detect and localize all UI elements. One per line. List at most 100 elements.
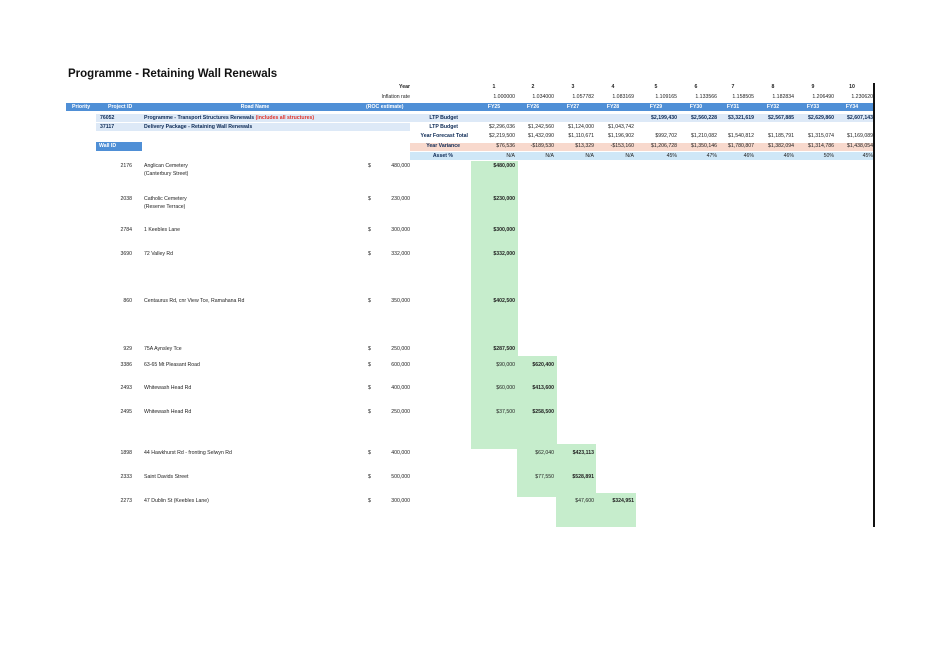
schedule-block-fy28 [596, 493, 636, 527]
fy-header: FY32 [766, 104, 780, 110]
fy-header: FY34 [845, 104, 859, 110]
currency-symbol: $ [368, 362, 371, 368]
wall-id: 2038 [120, 196, 132, 202]
variance-band [410, 143, 874, 151]
year-number: 10 [849, 84, 855, 90]
roc-estimate: 250,000 [391, 409, 410, 415]
schedule-block-fy25 [471, 161, 518, 449]
programme-ltp-value: $2,629,860 [808, 115, 834, 121]
roc-estimate: 230,000 [391, 196, 410, 202]
header-project-id: Project ID [108, 104, 133, 110]
currency-symbol: $ [368, 251, 371, 257]
road-name: 47 Dublin St (Keebles Lane) [144, 498, 209, 504]
road-name: Anglican Cemetery [144, 163, 188, 169]
fy-header: FY33 [806, 104, 820, 110]
year-number: 2 [531, 84, 535, 90]
wall-id: 2273 [120, 498, 132, 504]
forecast-value: $992,702 [655, 133, 677, 139]
package-ltp-value: $1,043,742 [608, 124, 634, 130]
currency-symbol: $ [368, 196, 371, 202]
forecast-label: Year Forecast Total [420, 133, 468, 139]
schedule-block-fy26 [517, 356, 557, 497]
forecast-value: $1,432,090 [528, 133, 554, 139]
schedule-value: $300,000 [493, 227, 515, 233]
roc-estimate: 250,000 [391, 346, 410, 352]
asset-value: 50% [823, 153, 834, 159]
variance-value: $1,438,054 [847, 143, 873, 149]
schedule-value: $324,951 [612, 498, 634, 504]
schedule-value: $258,500 [532, 409, 554, 415]
header-estimate: (ROC estimate) [366, 104, 404, 110]
inflation-value: 1.109165 [655, 94, 677, 100]
road-name-line2: (Canterbury Street) [144, 171, 189, 177]
forecast-value: $1,210,082 [691, 133, 717, 139]
fy-header: FY27 [566, 104, 580, 110]
inflation-value: 1.182834 [772, 94, 794, 100]
wall-id: 2333 [120, 474, 132, 480]
road-name: 44 Hawkhurst Rd - fronting Selwyn Rd [144, 450, 232, 456]
asset-value: N/A [506, 153, 515, 159]
wall-id: 2176 [120, 163, 132, 169]
road-name: Saint Davids Street [144, 474, 189, 480]
currency-symbol: $ [368, 450, 371, 456]
road-name: Whitewash Head Rd [144, 385, 192, 391]
forecast-value: $1,315,074 [808, 133, 834, 139]
variance-value: -$153,160 [610, 143, 634, 149]
schedule-value: $402,500 [493, 298, 515, 304]
forecast-value: $1,196,902 [608, 133, 634, 139]
schedule-value: $287,500 [493, 346, 515, 352]
wall-id: 2784 [120, 227, 132, 233]
wall-id: 3690 [120, 251, 132, 257]
schedule-value: $47,600 [575, 498, 594, 504]
programme-ltp-value: $2,567,885 [768, 115, 794, 121]
variance-label: Year Variance [426, 143, 460, 149]
inflation-value: 1.000000 [493, 94, 515, 100]
asset-value: 45% [862, 153, 873, 159]
fy-header: FY30 [689, 104, 703, 110]
inflation-label: Inflation rate [381, 94, 410, 100]
wall-id: 3386 [120, 362, 132, 368]
variance-value: $76,536 [496, 143, 515, 149]
asset-value: 47% [706, 153, 717, 159]
forecast-value: $1,185,791 [768, 133, 794, 139]
variance-value: $1,350,146 [691, 143, 717, 149]
asset-value: 46% [783, 153, 794, 159]
variance-value: $1,780,807 [728, 143, 754, 149]
year-number: 8 [771, 84, 775, 90]
header-road-name: Road Name [240, 104, 270, 110]
roc-estimate: 332,000 [391, 251, 410, 257]
programme-name: Programme - Transport Structures Renewal… [144, 115, 314, 122]
fy-header: FY31 [726, 104, 740, 110]
wall-id: 2495 [120, 409, 132, 415]
road-name-line2: (Reserve Terrace) [144, 204, 186, 210]
variance-value: $1,314,786 [808, 143, 834, 149]
schedule-value: $230,000 [493, 196, 515, 202]
asset-value: N/A [625, 153, 634, 159]
schedule-value: $480,000 [493, 163, 515, 169]
package-id: 37117 [100, 124, 115, 130]
road-name: 75A Aynsley Tce [144, 346, 182, 352]
asset-value: 45% [666, 153, 677, 159]
roc-estimate: 400,000 [391, 450, 410, 456]
roc-estimate: 480,000 [391, 163, 410, 169]
wall-id: 860 [123, 298, 132, 304]
package-band [96, 123, 410, 131]
header-band [66, 103, 874, 111]
year-number: 1 [492, 84, 496, 90]
programme-ltp-value: $2,607,143 [847, 115, 873, 121]
inflation-value: 1.206490 [812, 94, 834, 100]
package-ltp-value: $1,242,560 [528, 124, 554, 130]
schedule-block-fy27 [556, 444, 596, 527]
programme-ltp-label: LTP Budget [429, 115, 458, 121]
roc-estimate: 500,000 [391, 474, 410, 480]
currency-symbol: $ [368, 409, 371, 415]
year-label: Year [399, 84, 410, 90]
inflation-value: 1.133566 [695, 94, 717, 100]
programme-id: 76052 [100, 115, 115, 121]
schedule-value: $77,550 [535, 474, 554, 480]
schedule-value: $37,500 [496, 409, 515, 415]
fy-header: FY26 [526, 104, 540, 110]
variance-value: $1,206,728 [651, 143, 677, 149]
year-number: 5 [654, 84, 658, 90]
variance-value: $1,382,094 [768, 143, 794, 149]
